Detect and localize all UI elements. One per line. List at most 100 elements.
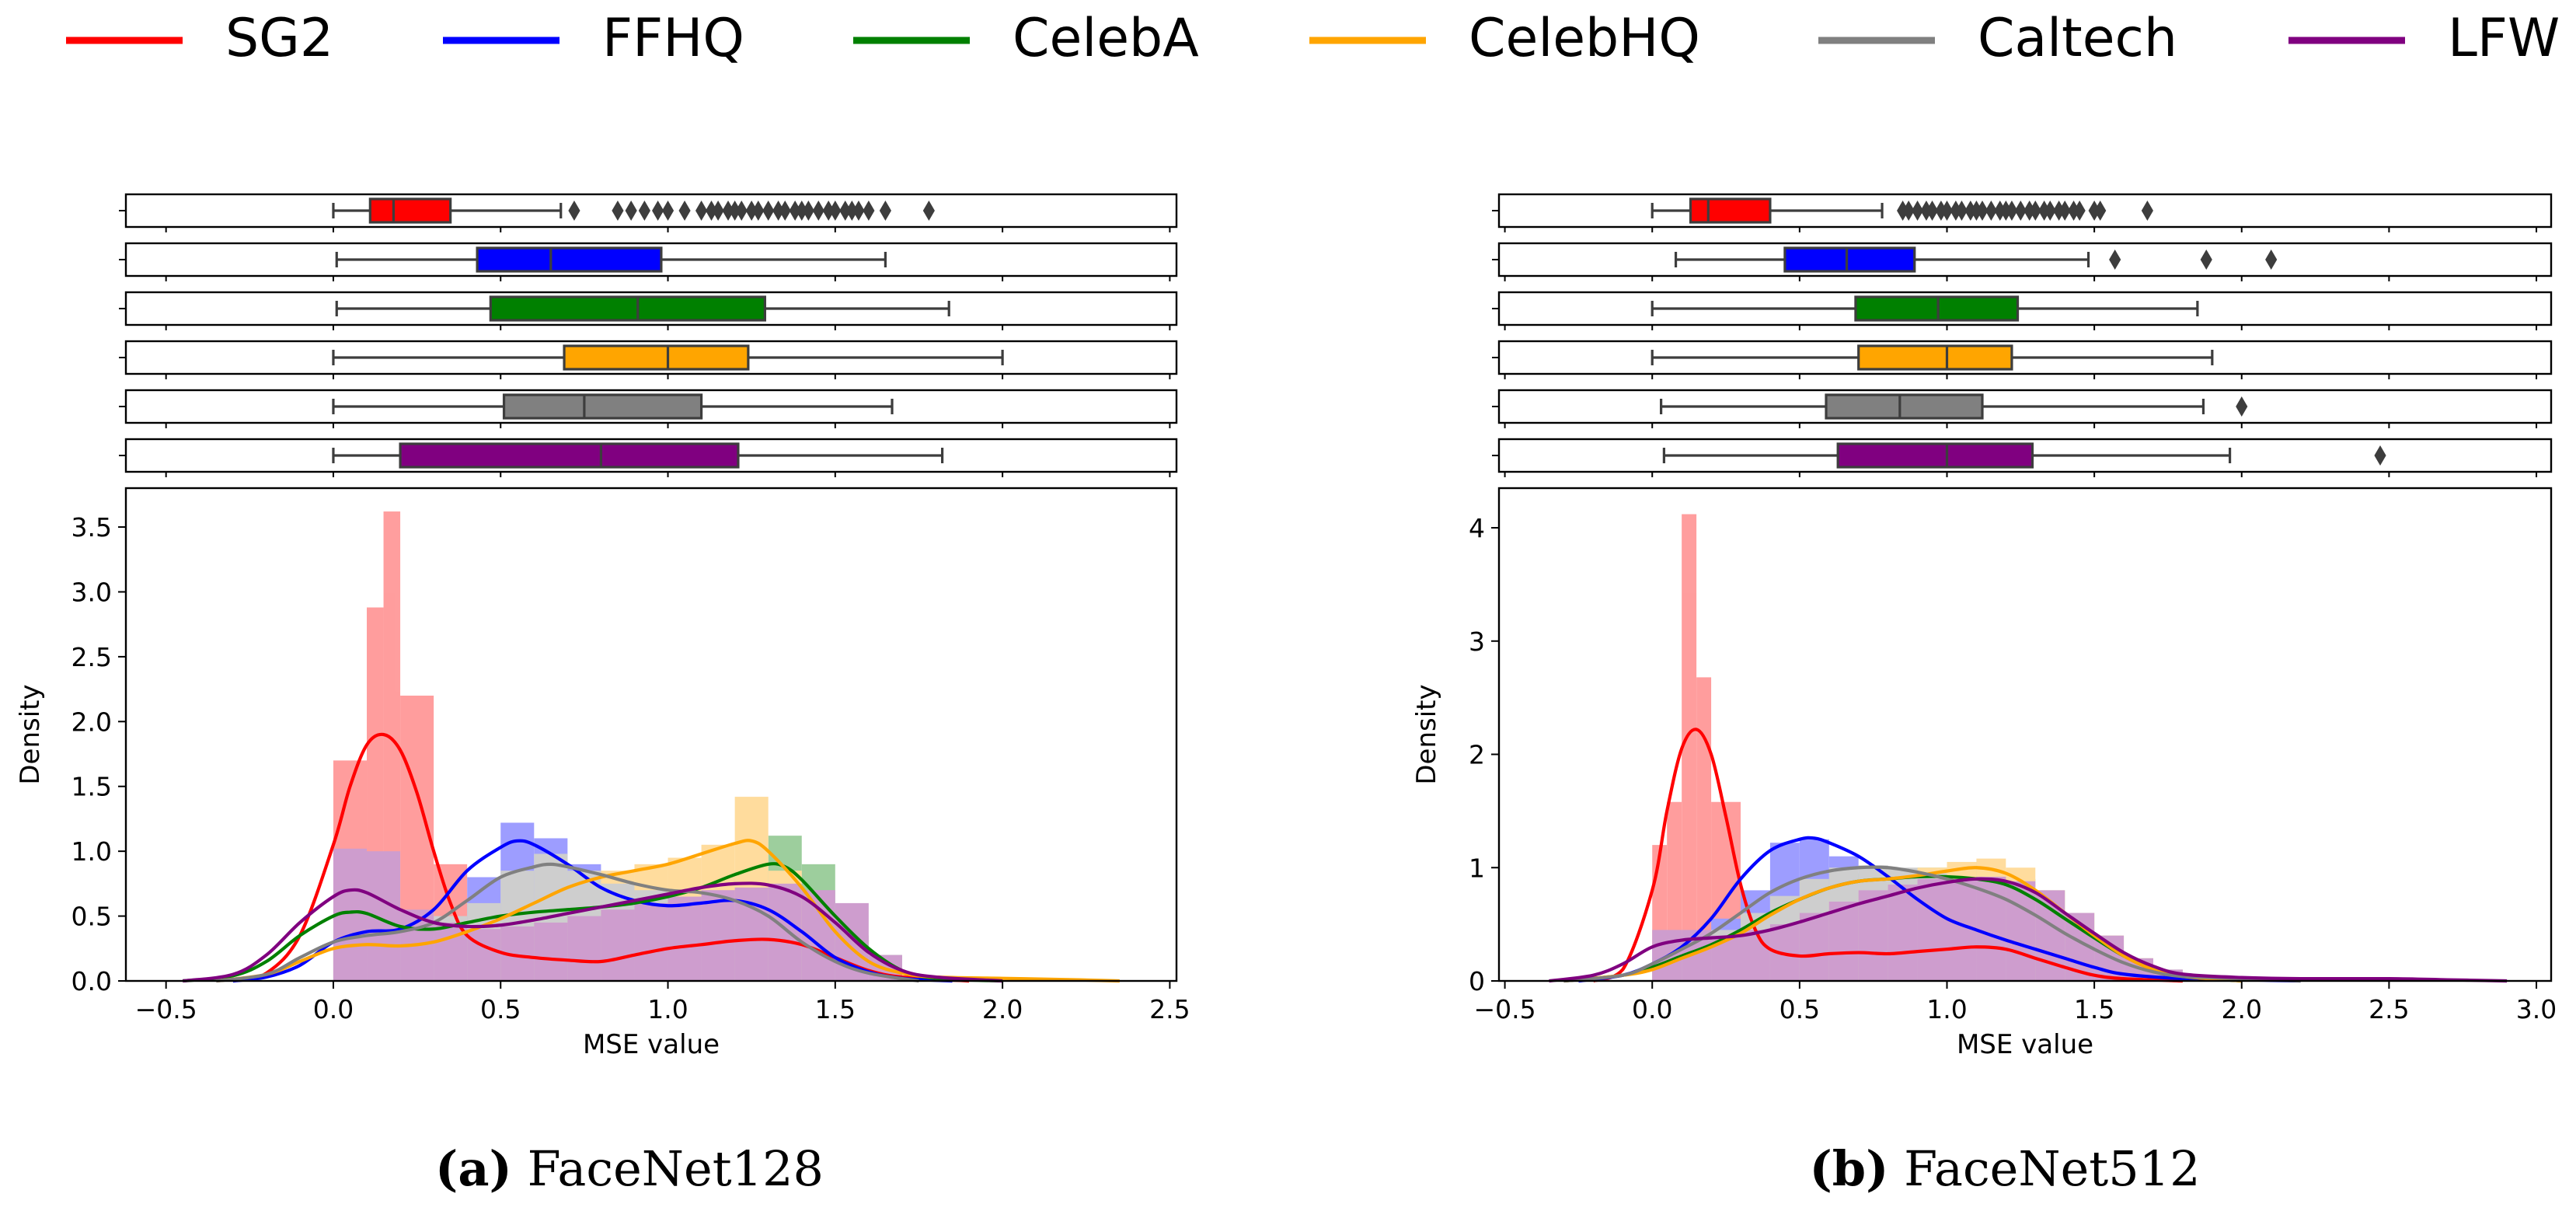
- p1-flier-sg2-15: [2006, 201, 2018, 221]
- p1-hist-bar-celeba-5: [1799, 895, 1829, 981]
- p1-hist-bar-celebhq-1: [1682, 958, 1712, 981]
- p1-boxplot-celebhq: [1492, 340, 2553, 379]
- p1-kde-line-sg2: [1592, 728, 2183, 983]
- p0-kde-line-sg2: [232, 732, 970, 983]
- caption-letter-b: (b): [1809, 1140, 1888, 1197]
- p0-x-axis-label: MSE value: [583, 1029, 720, 1060]
- p1-hist-bar-ffhq-8: [1888, 890, 1918, 981]
- p1-flier-sg2-24: [2073, 201, 2086, 221]
- p0-flier-sg2-17: [779, 201, 791, 221]
- p1-hist-bar-celebhq-3: [1741, 930, 1770, 981]
- p1-hist-bar-celeba-6: [1828, 878, 1859, 981]
- p1-hist-bar-ffhq-10: [1947, 924, 1977, 981]
- p0-boxplot-sg2: [119, 193, 1178, 232]
- p0-flier-sg2-4: [652, 201, 664, 221]
- p1-kde-line-celebhq: [1563, 866, 2242, 983]
- p1-xtick-label-1: 0.0: [1632, 994, 1672, 1024]
- p1-kde-line-lfw: [1549, 877, 2508, 983]
- p0-hist-bar-lfw-13: [768, 883, 802, 981]
- p1-hist-bar-caltech-7: [1858, 865, 1888, 981]
- caption-facenet512: (b) FaceNet512: [1809, 1140, 2200, 1197]
- p0-flier-sg2-20: [802, 201, 814, 221]
- p0-hist-bar-celebhq-3: [434, 941, 468, 981]
- p0-flier-sg2-3: [638, 201, 650, 221]
- p1-flier-ffhq-1: [2200, 250, 2212, 270]
- p1-density-axes-frame: [1497, 487, 2553, 982]
- p1-flier-sg2-18: [2029, 201, 2041, 221]
- p1-boxplot-celeba: [1492, 291, 2553, 330]
- p1-boxplot-sg2: [1492, 193, 2553, 232]
- p0-hist-bar-caltech-2: [400, 929, 434, 981]
- p0-hist-bar-lfw-7: [567, 916, 601, 981]
- p0-hist-bar-sg2-9: [601, 944, 635, 981]
- p0-hist-bar-sg2-6: [500, 941, 535, 981]
- legend-label-ffhq: FFHQ: [602, 8, 744, 69]
- p1-x-axis-label: MSE value: [1957, 1029, 2093, 1060]
- p1-hist-bar-ffhq-11: [1976, 935, 2006, 981]
- p1-hist-bar-lfw-9: [1917, 878, 1947, 981]
- p1-flier-sg2-12: [1985, 201, 1997, 221]
- p0-density-axes-frame: [124, 487, 1178, 982]
- p1-hist-bar-ffhq-7: [1858, 873, 1888, 981]
- p0-kde-line-caltech: [215, 862, 919, 983]
- p0-hist-bar-lfw-11: [701, 890, 735, 981]
- panel-facenet128: −0.5 0.0 0.5 1.0 1.5 2.0 2.5 0.0 0.5 1.0 1.5 2.0 2.5…: [15, 193, 1190, 1060]
- p0-boxplot-celebhq: [119, 340, 1178, 379]
- p0-hist-bar-ffhq-12: [734, 922, 769, 981]
- p1-hist-bar-sg2-13: [1976, 944, 2006, 981]
- p0-flier-sg2-2: [625, 201, 637, 221]
- p0-xtick-label-3: 1.0: [647, 994, 688, 1024]
- p1-xtick-label-0: −0.5: [1474, 994, 1536, 1024]
- p1-ytick-label-2: 2: [1469, 740, 1485, 770]
- p0-boxplot-caltech: [119, 389, 1178, 428]
- p0-ytick-label-4: 2.0: [71, 707, 112, 737]
- p0-hist-bar-sg2-1: [367, 607, 384, 981]
- p0-iqr-box-sg2: [368, 197, 452, 224]
- p1-flier-sg2-11: [1976, 201, 1989, 221]
- p1-iqr-box-lfw: [1836, 442, 2034, 469]
- p1-xtick-label-7: 3.0: [2516, 994, 2557, 1024]
- p0-hist-bar-celeba-6: [534, 909, 568, 981]
- p0-hist-bar-celeba-10: [668, 896, 702, 981]
- p0-xtick-label-5: 2.0: [982, 994, 1023, 1024]
- panel-facenet512: −0.5 0.0 0.5 1.0 1.5 2.0 2.5 3.0 0 1 2 3 4 MSE value D…: [1411, 193, 2557, 1060]
- p1-ytick-label-0: 0: [1469, 966, 1485, 996]
- p1-hist-bar-sg2-2: [1682, 514, 1697, 981]
- p1-hist-bar-sg2-6: [1769, 941, 1800, 981]
- p1-hist-bar-ffhq-9: [1917, 913, 1947, 981]
- p1-hist-bar-celebhq-2: [1711, 947, 1741, 981]
- p1-flier-sg2-6: [1940, 201, 1954, 221]
- p0-flier-sg2-1: [612, 201, 624, 221]
- p1-hist-bar-lfw-5: [1799, 913, 1829, 981]
- p1-xtick-label-4: 1.5: [2074, 994, 2114, 1024]
- p1-hist-bar-celeba-7: [1858, 873, 1888, 981]
- p1-hist-bar-sg2-5: [1741, 930, 1770, 981]
- p0-hist-bar-ffhq-9: [634, 902, 668, 981]
- p1-flier-sg2-22: [2058, 201, 2071, 221]
- p0-boxplot-celeba: [119, 291, 1178, 330]
- p1-density-axes-bg: [1499, 488, 2551, 981]
- svg-text:(b) FaceNet512: (b) FaceNet512: [1809, 1140, 2200, 1197]
- p1-y-axis-label: Density: [1411, 684, 1442, 784]
- p0-hist-bar-sg2-14: [768, 944, 802, 981]
- p0-ytick-label-5: 2.5: [71, 642, 112, 672]
- p0-kde-line-celebhq: [215, 839, 1120, 983]
- p0-hist-bar-lfw-6: [534, 922, 568, 981]
- p0-flier-sg2-26: [852, 201, 865, 221]
- p1-hist-bar-sg2-4: [1711, 801, 1741, 981]
- p0-hist-bar-celeba-9: [634, 896, 668, 981]
- p0-xtick-label-6: 2.5: [1149, 994, 1190, 1024]
- p1-boxplot-lfw: [1492, 438, 2553, 477]
- p0-boxplot-ffhq: [119, 242, 1178, 281]
- p1-flier-sg2-27: [2141, 201, 2153, 221]
- legend-label-celeba: CelebA: [1013, 8, 1199, 69]
- p0-xtick-label-2: 0.5: [480, 994, 521, 1024]
- p1-hist-bar-lfw-8: [1888, 885, 1918, 981]
- p1-flier-lfw-0: [2374, 445, 2386, 466]
- p1-flier-sg2-8: [1955, 201, 1968, 221]
- p0-hist-bar-celebhq-10: [668, 857, 702, 981]
- p0-flier-sg2-0: [568, 201, 580, 221]
- p0-hist-bar-celebhq-4: [467, 929, 501, 981]
- p0-kde-line-lfw: [182, 881, 1003, 983]
- p1-flier-sg2-26: [2094, 201, 2107, 221]
